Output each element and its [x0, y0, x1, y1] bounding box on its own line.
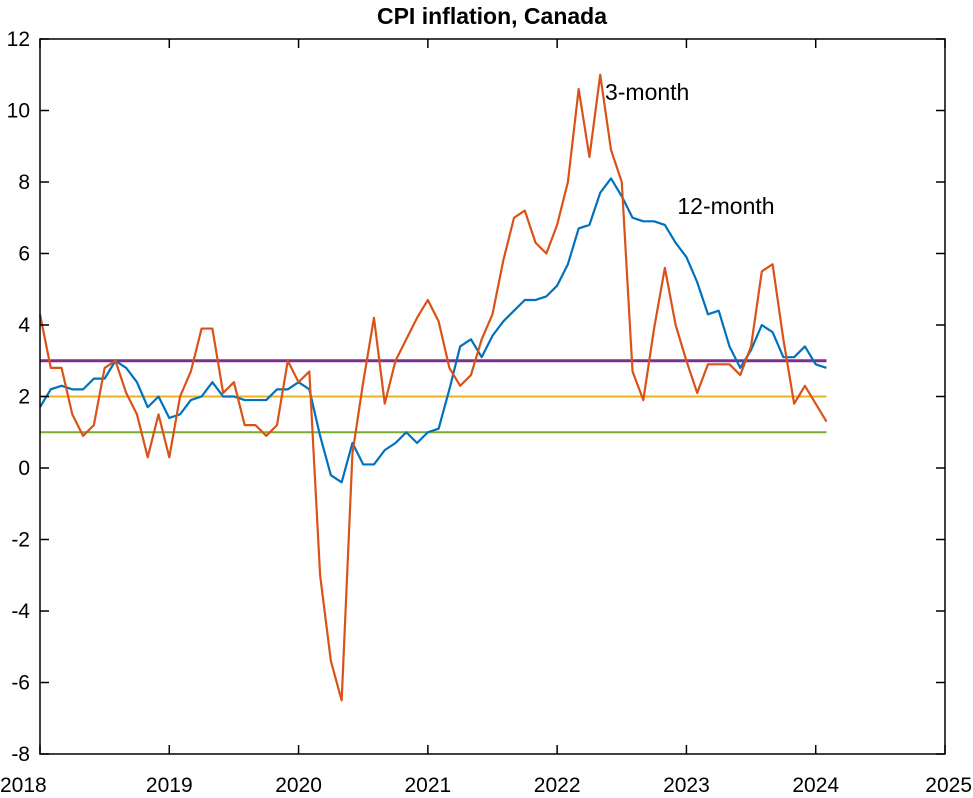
x-tick-label: 2019	[146, 774, 193, 797]
series-line-3-month	[38, 73, 828, 702]
x-tick-label: 2018	[0, 774, 47, 797]
y-tick-label: -2	[11, 529, 30, 552]
chart-title: CPI inflation, Canada	[377, 3, 607, 29]
y-tick-label: 8	[18, 171, 30, 194]
x-tick-label: 2020	[275, 774, 322, 797]
y-tick-label: -4	[11, 600, 30, 623]
y-tick-label: -8	[11, 743, 30, 766]
annotation-3-month: 3-month	[605, 79, 689, 105]
y-tick-label: 6	[18, 243, 30, 266]
x-tick-label: 2024	[792, 774, 839, 797]
y-tick-label: 4	[18, 314, 30, 337]
y-tick-label: 10	[7, 100, 30, 123]
y-tick-label: 2	[18, 386, 30, 409]
y-tick-label: 0	[18, 457, 30, 480]
x-tick-label: 2022	[534, 774, 581, 797]
series-line-12-month	[39, 177, 827, 484]
x-tick-label: 2021	[404, 774, 451, 797]
y-tick-label: 12	[7, 28, 30, 51]
x-tick-label: 2025	[925, 774, 972, 797]
y-tick-label: -6	[11, 672, 30, 695]
annotation-12-month: 12-month	[677, 193, 774, 219]
x-tick-label: 2023	[663, 774, 710, 797]
